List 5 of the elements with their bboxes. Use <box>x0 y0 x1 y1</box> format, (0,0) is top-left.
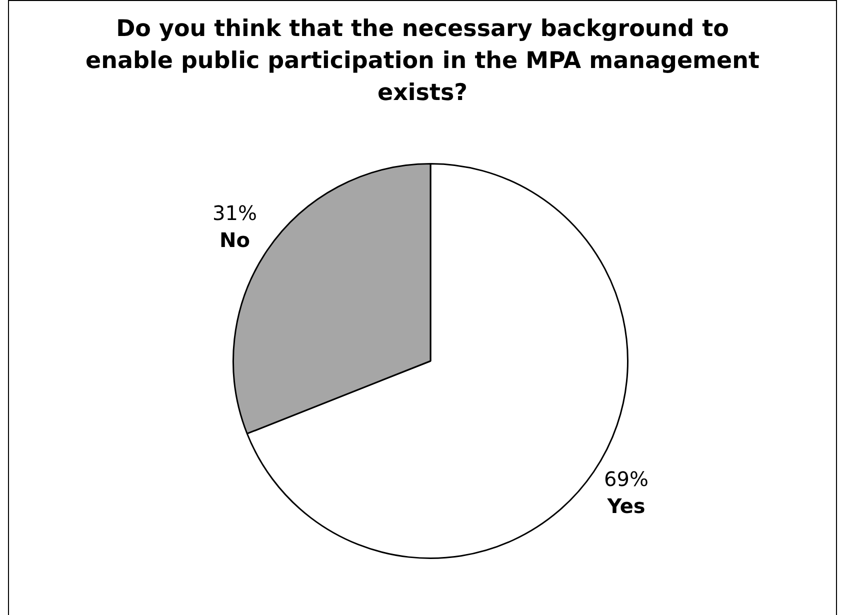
slice-label: Yes <box>606 494 646 518</box>
slice-label: No <box>219 228 250 252</box>
data-label: 69% <box>604 467 648 492</box>
chart-title: Do you think that the necessary background to enable public participation in the MPA management exists? <box>84 15 760 108</box>
data-label: 31% <box>212 201 257 226</box>
